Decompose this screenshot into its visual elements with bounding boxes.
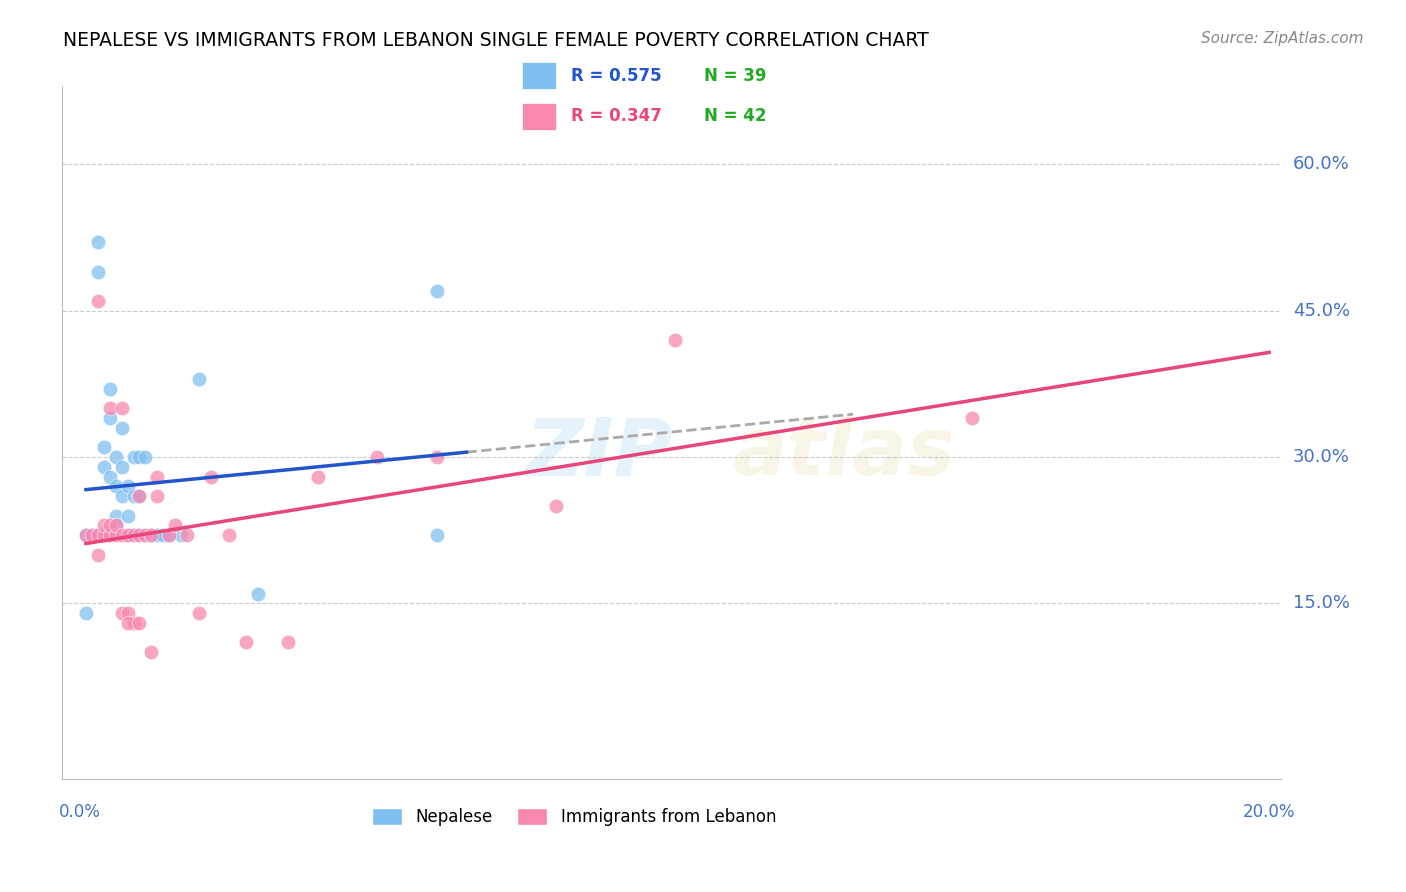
Point — [128, 489, 150, 503]
Point — [87, 265, 110, 279]
Point — [98, 469, 121, 483]
Point — [187, 606, 209, 620]
Point — [93, 459, 115, 474]
Point — [146, 528, 169, 542]
Point — [111, 459, 134, 474]
Text: N = 39: N = 39 — [703, 67, 766, 85]
Point — [75, 528, 97, 542]
Point — [111, 606, 134, 620]
Point — [157, 528, 180, 542]
Point — [426, 528, 449, 542]
Point — [307, 469, 329, 483]
Point — [98, 411, 121, 425]
Point — [93, 440, 115, 454]
Text: R = 0.575: R = 0.575 — [571, 67, 661, 85]
Point — [277, 635, 299, 649]
Point — [87, 235, 110, 250]
Point — [87, 528, 110, 542]
Point — [141, 528, 163, 542]
Point — [235, 635, 257, 649]
Point — [960, 411, 983, 425]
Point — [146, 489, 169, 503]
Point — [152, 528, 174, 542]
Point — [117, 606, 139, 620]
Point — [122, 528, 145, 542]
Point — [98, 382, 121, 396]
Point — [218, 528, 240, 542]
Point — [134, 528, 156, 542]
Point — [128, 450, 150, 464]
Text: 20.0%: 20.0% — [1243, 804, 1295, 822]
Text: atlas: atlas — [733, 415, 955, 492]
Text: NEPALESE VS IMMIGRANTS FROM LEBANON SINGLE FEMALE POVERTY CORRELATION CHART: NEPALESE VS IMMIGRANTS FROM LEBANON SING… — [63, 31, 929, 50]
Point — [80, 528, 103, 542]
Point — [75, 528, 97, 542]
Point — [170, 528, 193, 542]
Point — [128, 489, 150, 503]
Point — [128, 528, 150, 542]
Point — [111, 528, 134, 542]
Point — [93, 528, 115, 542]
Point — [111, 489, 134, 503]
Point — [134, 450, 156, 464]
Point — [426, 450, 449, 464]
Point — [117, 528, 139, 542]
Point — [200, 469, 222, 483]
Text: R = 0.347: R = 0.347 — [571, 107, 661, 125]
Point — [134, 528, 156, 542]
Point — [141, 528, 163, 542]
Point — [426, 284, 449, 298]
Text: 60.0%: 60.0% — [1294, 155, 1350, 173]
Point — [98, 528, 121, 542]
Point — [157, 528, 180, 542]
Point — [111, 421, 134, 435]
Point — [117, 615, 139, 630]
Point — [98, 528, 121, 542]
Point — [117, 508, 139, 523]
Point — [104, 518, 127, 533]
Point — [128, 528, 150, 542]
Point — [93, 528, 115, 542]
Point — [98, 518, 121, 533]
Point — [122, 489, 145, 503]
Text: 45.0%: 45.0% — [1294, 301, 1350, 319]
Point — [80, 528, 103, 542]
Point — [146, 469, 169, 483]
Point — [87, 548, 110, 562]
Text: N = 42: N = 42 — [703, 107, 766, 125]
Point — [75, 606, 97, 620]
Point — [128, 615, 150, 630]
Point — [104, 450, 127, 464]
FancyBboxPatch shape — [522, 103, 555, 130]
Point — [141, 645, 163, 659]
Point — [122, 528, 145, 542]
Point — [122, 615, 145, 630]
Point — [176, 528, 198, 542]
Point — [117, 479, 139, 493]
Point — [544, 499, 567, 513]
Text: 0.0%: 0.0% — [59, 804, 101, 822]
Text: ZIP: ZIP — [526, 415, 672, 492]
Point — [664, 333, 686, 347]
Text: 15.0%: 15.0% — [1294, 594, 1350, 612]
Point — [93, 518, 115, 533]
Point — [104, 508, 127, 523]
Text: Source: ZipAtlas.com: Source: ZipAtlas.com — [1201, 31, 1364, 46]
Point — [104, 528, 127, 542]
Point — [87, 528, 110, 542]
FancyBboxPatch shape — [522, 62, 555, 89]
Point — [104, 479, 127, 493]
Point — [366, 450, 388, 464]
Point — [165, 518, 187, 533]
Text: 30.0%: 30.0% — [1294, 448, 1350, 466]
Legend: Nepalese, Immigrants from Lebanon: Nepalese, Immigrants from Lebanon — [366, 801, 783, 833]
Point — [122, 450, 145, 464]
Point — [104, 518, 127, 533]
Point — [117, 528, 139, 542]
Point — [247, 586, 270, 600]
Point — [98, 401, 121, 416]
Point — [87, 293, 110, 308]
Point — [111, 401, 134, 416]
Point — [187, 372, 209, 386]
